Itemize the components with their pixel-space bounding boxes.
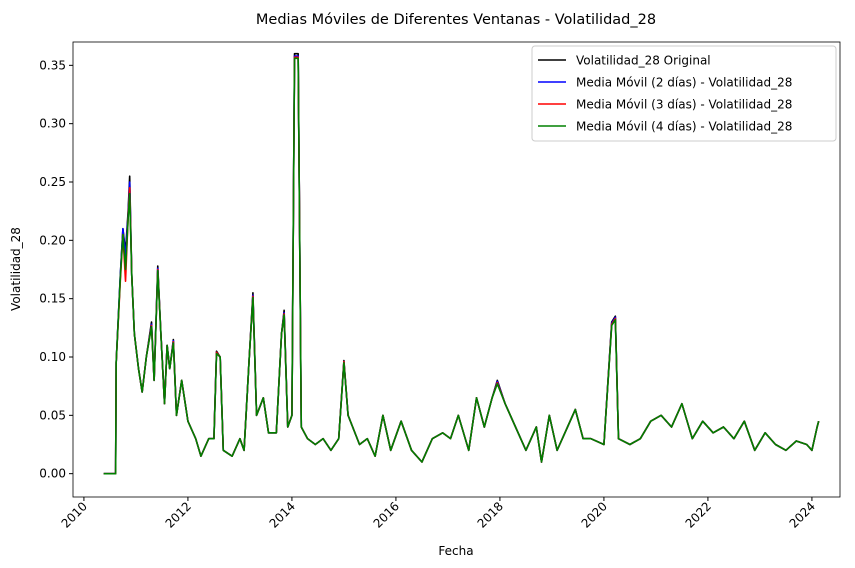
- y-tick-label: 0.15: [39, 292, 66, 306]
- x-tick-label: 2018: [475, 499, 506, 530]
- x-axis-label: Fecha: [438, 544, 473, 558]
- legend-label: Media Móvil (2 días) - Volatilidad_28: [576, 76, 792, 90]
- y-tick-label: 0.05: [39, 408, 66, 422]
- y-tick-label: 0.00: [39, 467, 66, 481]
- x-tick-label: 2020: [579, 499, 610, 530]
- x-tick-label: 2024: [787, 499, 818, 530]
- legend-box: [531, 45, 837, 142]
- y-tick-label: 0.30: [39, 117, 66, 131]
- x-tick-label: 2022: [683, 499, 714, 530]
- x-tick-label: 2016: [371, 499, 402, 530]
- x-tick-label: 2014: [267, 499, 298, 530]
- series-line: [103, 57, 820, 475]
- plot-frame: [72, 41, 841, 498]
- y-axis-label: Volatilidad_28: [9, 227, 23, 311]
- legend-label: Volatilidad_28 Original: [576, 54, 711, 68]
- y-tick-label: 0.10: [39, 350, 66, 364]
- legend-label: Media Móvil (3 días) - Volatilidad_28: [576, 98, 792, 112]
- y-tick-label: 0.25: [39, 175, 66, 189]
- y-tick-label: 0.35: [39, 58, 66, 72]
- legend-label: Media Móvil (4 días) - Volatilidad_28: [576, 120, 792, 134]
- x-tick-label: 2012: [163, 499, 194, 530]
- chart-title: Medias Móviles de Diferentes Ventanas - …: [256, 12, 656, 28]
- y-tick-label: 0.20: [39, 233, 66, 247]
- x-tick-label: 2010: [59, 499, 90, 530]
